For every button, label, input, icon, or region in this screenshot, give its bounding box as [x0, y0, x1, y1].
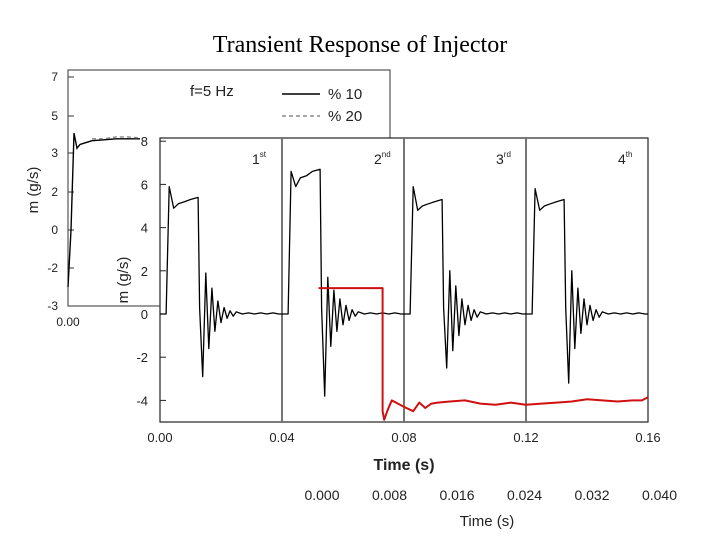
secondary-x-tick: 0.016	[439, 487, 474, 503]
y-tick-label: 0	[141, 307, 148, 322]
background-y-tick: 3	[51, 146, 58, 160]
y-tick-label: -4	[136, 393, 148, 408]
x-tick-label: 0.00	[147, 430, 172, 445]
background-y-axis-label: m (g/s)	[25, 167, 42, 214]
x-tick-label: 0.08	[391, 430, 416, 445]
red-overlay-series-line	[318, 287, 649, 421]
y-tick-label: 6	[141, 177, 148, 192]
x-tick-label: 0.16	[635, 430, 660, 445]
background-x-tick: 0.00	[56, 315, 80, 329]
legend-entry: % 20	[328, 108, 362, 125]
background-y-tick: 2	[51, 185, 58, 199]
y-tick-label: 4	[141, 221, 148, 236]
background-y-tick: 7	[51, 70, 58, 84]
foreground-chart: 8 6 4 2 0 -2 -4 m (g/s) 0.00 0.04 0.08 0.12 0.16 Time…	[115, 134, 661, 474]
secondary-x-tick: 0.040	[642, 487, 677, 503]
y-tick-label: -2	[136, 350, 148, 365]
pulse-label-4: 4th	[618, 150, 632, 167]
pulse-label-3: 3rd	[496, 150, 511, 167]
x-tick-label: 0.12	[513, 430, 538, 445]
pulse-label-1: 1st	[252, 150, 267, 167]
background-y-tick: -2	[47, 261, 58, 275]
secondary-x-tick: 0.008	[372, 487, 407, 503]
y-axis-label: m (g/s)	[115, 257, 132, 304]
secondary-x-tick: 0.000	[304, 487, 339, 503]
x-tick-label: 0.04	[269, 430, 294, 445]
mass-flow-series-line	[160, 168, 648, 397]
background-y-tick: -3	[47, 299, 58, 313]
secondary-x-axis-label: Time (s)	[460, 513, 514, 530]
secondary-time-axis: 0.000 0.008 0.016 0.024 0.032 0.040 Time (s)	[304, 487, 677, 530]
background-y-tick: 0	[51, 223, 58, 237]
y-tick-label: 8	[141, 134, 148, 149]
background-series-line-1	[67, 132, 140, 288]
page-title: Transient Response of Injector	[212, 32, 508, 58]
legend-entry: % 10	[328, 86, 362, 103]
y-tick-label: 2	[141, 264, 148, 279]
x-axis-label: Time (s)	[373, 457, 434, 474]
pulse-label-2: 2nd	[374, 150, 391, 167]
background-y-tick: 5	[51, 109, 58, 123]
legend-title: f=5 Hz	[190, 83, 234, 100]
secondary-x-tick: 0.032	[574, 487, 609, 503]
secondary-x-tick: 0.024	[507, 487, 542, 503]
background-series-line-2	[92, 136, 141, 140]
